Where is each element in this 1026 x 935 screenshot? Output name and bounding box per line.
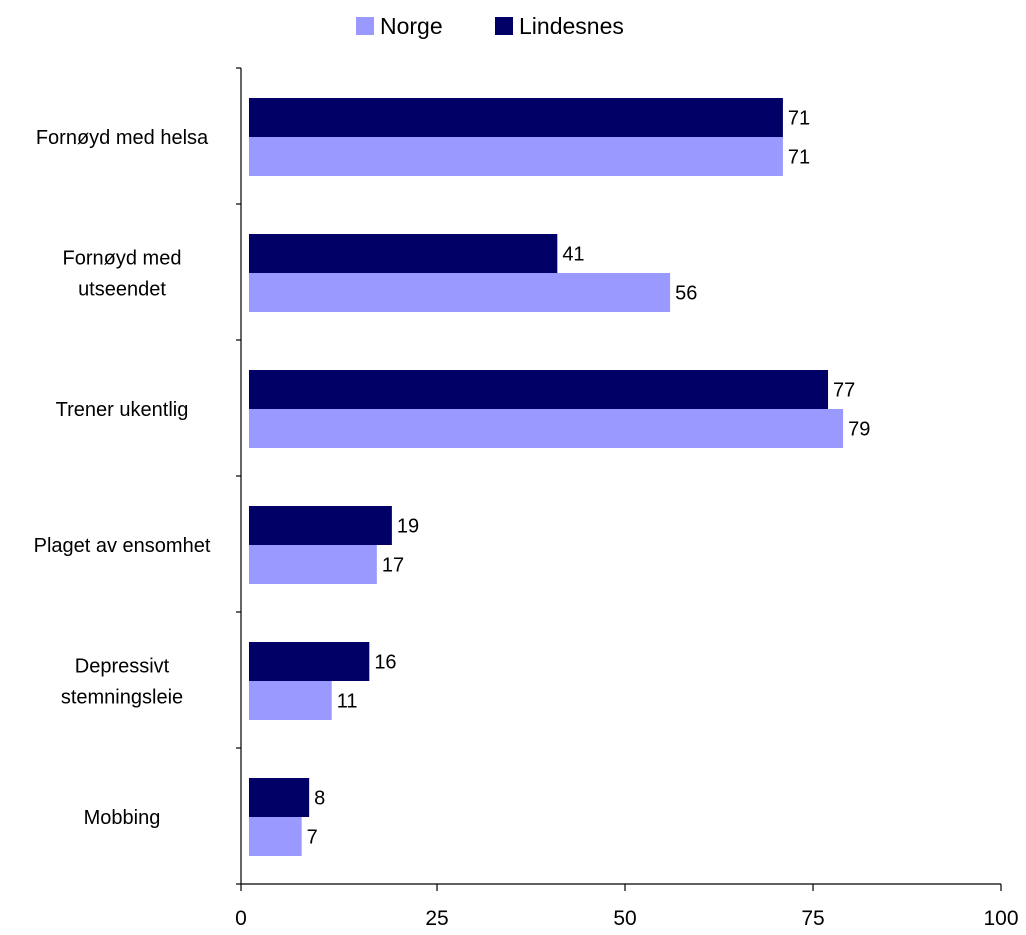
value-label-norge-fornøyd-med-utseendet: 56 xyxy=(675,283,697,305)
legend: Norge Lindesnes xyxy=(356,13,624,39)
legend-swatch-lindesnes xyxy=(495,17,513,35)
axes-group: 0 25 50 75 100 xyxy=(235,67,1019,930)
legend-label-norge: Norge xyxy=(380,13,443,39)
bars-group xyxy=(249,98,844,856)
bar-norge-mobbing xyxy=(249,817,302,856)
legend-swatch-norge xyxy=(356,17,374,35)
x-tick-label-25: 25 xyxy=(425,907,448,930)
bar-lindesnes-fornøyd-med-helsa xyxy=(249,98,783,137)
value-label-lindesnes-fornøyd-med-helsa: 71 xyxy=(788,108,810,130)
category-label-depressivt-stemningsleie: Depressivt stemningsleie xyxy=(61,656,183,709)
value-label-norge-fornøyd-med-helsa: 71 xyxy=(788,147,810,169)
category-label-mobbing: Mobbing xyxy=(84,807,161,829)
bar-norge-fornøyd-med-utseendet xyxy=(249,273,671,312)
bar-norge-depressivt-stemningsleie xyxy=(249,681,332,720)
value-label-lindesnes-fornøyd-med-utseendet: 41 xyxy=(562,244,584,266)
x-tick-label-75: 75 xyxy=(801,907,824,930)
category-label-trener-ukentlig: Trener ukentlig xyxy=(56,399,189,421)
category-label-plaget-av-ensomhet: Plaget av ensomhet xyxy=(34,535,211,557)
bar-norge-plaget-av-ensomhet xyxy=(249,545,377,584)
category-label-fornøyd-med-utseendet: Fornøyd med utseendet xyxy=(63,248,182,301)
value-label-lindesnes-depressivt-stemningsleie: 16 xyxy=(374,652,396,674)
bar-lindesnes-fornøyd-med-utseendet xyxy=(249,234,558,273)
value-label-norge-plaget-av-ensomhet: 17 xyxy=(382,555,404,577)
x-tick-label-100: 100 xyxy=(983,907,1018,930)
bar-norge-fornøyd-med-helsa xyxy=(249,137,783,176)
value-label-lindesnes-mobbing: 8 xyxy=(314,788,325,810)
value-label-lindesnes-plaget-av-ensomhet: 19 xyxy=(397,516,419,538)
bar-norge-trener-ukentlig xyxy=(249,409,844,448)
x-tick-label-50: 50 xyxy=(613,907,636,930)
value-label-lindesnes-trener-ukentlig: 77 xyxy=(833,380,855,402)
bar-lindesnes-mobbing xyxy=(249,778,310,817)
value-label-norge-mobbing: 7 xyxy=(307,827,318,849)
category-label-fornøyd-med-helsa: Fornøyd med helsa xyxy=(36,127,209,149)
value-label-norge-depressivt-stemningsleie: 11 xyxy=(337,691,358,713)
value-label-norge-trener-ukentlig: 79 xyxy=(848,419,870,441)
legend-label-lindesnes: Lindesnes xyxy=(519,13,624,39)
bar-lindesnes-depressivt-stemningsleie xyxy=(249,642,370,681)
bar-lindesnes-plaget-av-ensomhet xyxy=(249,506,392,545)
labels-group: 71 71 Fornøyd med helsa 41 56 Fornøyd med utse… xyxy=(34,108,871,849)
bar-lindesnes-trener-ukentlig xyxy=(249,370,829,409)
x-tick-label-0: 0 xyxy=(235,907,247,930)
